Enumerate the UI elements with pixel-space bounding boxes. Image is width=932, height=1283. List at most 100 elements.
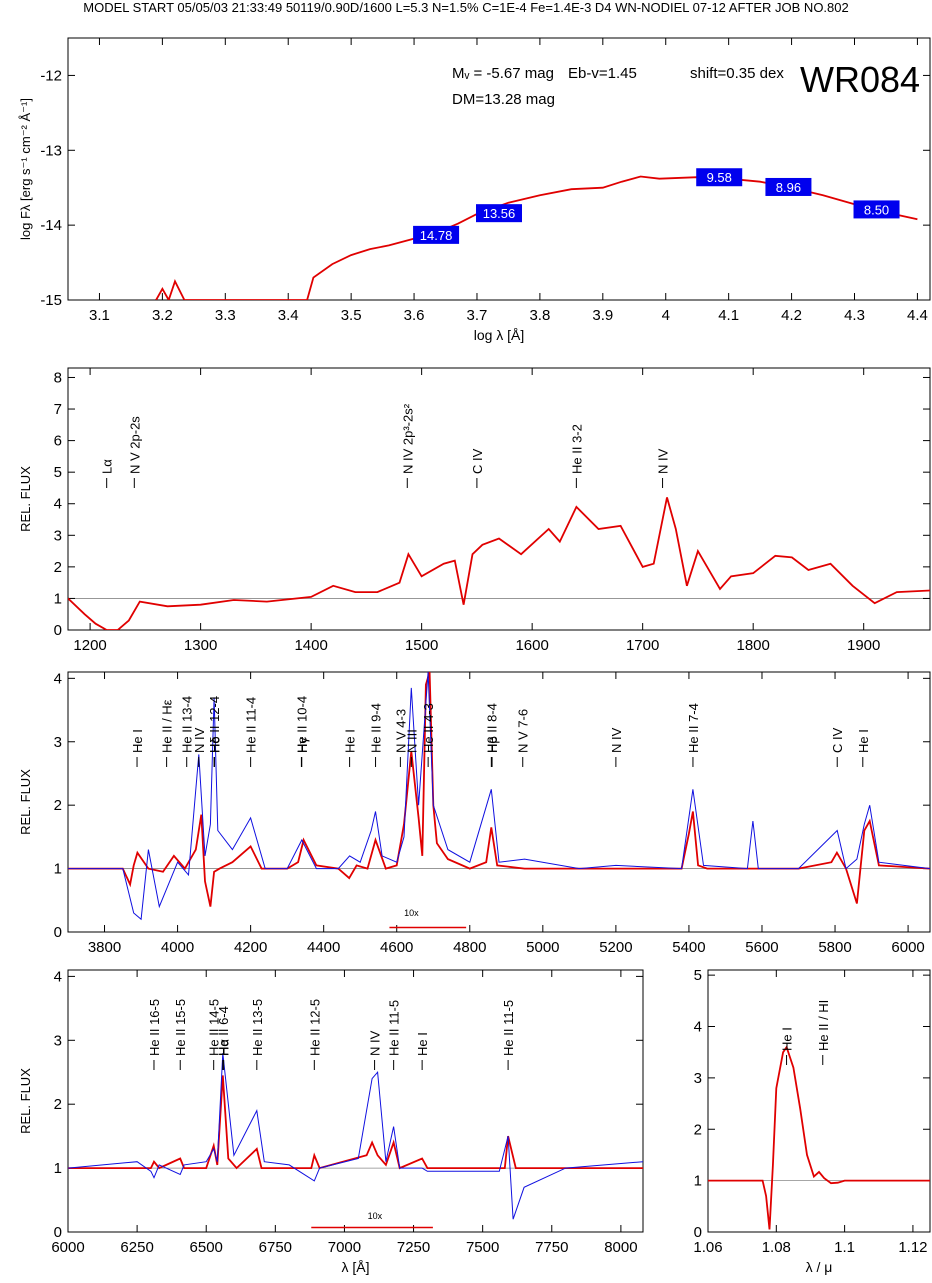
y-tick-label: 4 <box>54 496 62 513</box>
photometry-label: 14.78 <box>420 228 453 243</box>
line-id: He II 13-5 <box>250 999 265 1070</box>
line-id-label: He II 16-5 <box>147 999 162 1056</box>
x-tick-label: 7250 <box>397 1239 430 1256</box>
line-id: Hγ <box>295 737 310 767</box>
line-id: He II 6-4 <box>216 1006 231 1070</box>
line-id-label: N III <box>404 729 419 753</box>
series-group <box>708 1045 930 1230</box>
x-tick-label: 5400 <box>672 939 705 956</box>
x-tick-label: 4800 <box>453 939 486 956</box>
y-tick-label: 4 <box>694 1019 702 1036</box>
photometry-marker: 13.56 <box>476 204 522 223</box>
observed-spectrum <box>68 1053 643 1220</box>
y-tick-label: 4 <box>54 670 62 687</box>
y-tick-label: 5 <box>694 967 702 984</box>
x-tick-label: 3.9 <box>592 307 613 324</box>
chart-red: 6000 6250 6500 6750 7000 7250 7500 7750 8000 0 1 2 3… <box>18 968 644 1275</box>
line-id: N IV <box>609 727 624 767</box>
line-id: He I <box>343 729 358 767</box>
plot-frame-sed <box>67 37 931 301</box>
photometry-box <box>476 204 522 223</box>
x-tick-label: 6000 <box>51 1239 84 1256</box>
model-spectrum <box>68 497 930 630</box>
y-tick-label: 3 <box>54 734 62 751</box>
line-id-label: He II 6-4 <box>216 1006 231 1056</box>
series-group <box>68 1053 643 1220</box>
line-id-label: N IV <box>609 727 624 753</box>
x-tick-label: 1.06 <box>693 1239 722 1256</box>
x-tick-label: 3.4 <box>278 307 299 324</box>
line-id-label: He II 13-5 <box>250 999 265 1056</box>
line-id: He I <box>415 1032 430 1070</box>
x-tick-label: 3.1 <box>89 307 110 324</box>
line-id-label: He II 12-5 <box>307 999 322 1056</box>
x-tick-label: 6000 <box>891 939 924 956</box>
x-tick-label: 1400 <box>294 637 327 654</box>
y-tick-label: 2 <box>54 797 62 814</box>
y-tick-label: -13 <box>40 142 62 159</box>
line-id: N IV <box>656 448 671 488</box>
y-tick-label: 2 <box>694 1121 702 1138</box>
line-id: N V 7-6 <box>516 709 531 767</box>
model-spectrum <box>68 1075 643 1170</box>
ebv-label: Eb-v=1.45 <box>568 65 637 82</box>
photometry-box <box>696 168 743 187</box>
x-axis-label: λ / μ <box>806 1259 833 1275</box>
photometry-label: 9.58 <box>707 170 732 185</box>
y-tick-label: 4 <box>54 968 62 985</box>
x-tick-label: 4000 <box>161 939 194 956</box>
y-axis-label: REL. FLUX <box>18 466 33 532</box>
star-name: WR084 <box>800 59 920 100</box>
x-tick-label: 4600 <box>380 939 413 956</box>
x-tick-label: 4.3 <box>844 307 865 324</box>
line-id: He II 14-5 <box>207 999 222 1070</box>
line-id-label: Hα <box>217 1039 232 1056</box>
photometry-marker: 8.96 <box>765 177 812 196</box>
plot-frame-ir <box>707 969 931 1233</box>
line-id-label: C IV <box>470 448 485 474</box>
chart-ir: 1.06 1.08 1.1 1.12 0 1 2 3 4 5 λ / μ He I He II / HI <box>693 967 931 1275</box>
x-tick-label: 1900 <box>847 637 880 654</box>
x-tick-label: 6250 <box>120 1239 153 1256</box>
x-tick-label: 7500 <box>466 1239 499 1256</box>
header-text: MODEL START 05/05/03 21:33:49 50119/0.90… <box>83 0 848 15</box>
line-id-label: N V 7-6 <box>516 709 531 753</box>
x-tick-label: 1.1 <box>834 1239 855 1256</box>
photometry-label: 8.96 <box>776 180 801 195</box>
x-tick-label: 1300 <box>184 637 217 654</box>
line-id: He II 10-4 <box>294 696 309 767</box>
y-tick-label: 3 <box>54 527 62 544</box>
line-id: N IV <box>192 727 207 767</box>
x-tick-label: 4200 <box>234 939 267 956</box>
photometry-box <box>413 225 460 244</box>
x-tick-label: 1500 <box>405 637 438 654</box>
y-axis-label: log Fλ [erg s⁻¹ cm⁻² Å⁻¹] <box>18 98 33 240</box>
line-id-label: He II 10-4 <box>294 696 309 753</box>
x-tick-label: 3.6 <box>404 307 425 324</box>
line-id: Hα <box>217 1039 232 1070</box>
line-id: He II / Hε <box>160 699 175 767</box>
line-id-label: He II 15-5 <box>173 999 188 1056</box>
line-id-label: He II 3-2 <box>569 424 584 474</box>
plot-frame-uv <box>67 367 931 631</box>
line-id-label: He I <box>343 729 358 753</box>
x-tick-label: 4.4 <box>907 307 928 324</box>
line-id: He II / HI <box>816 1000 831 1065</box>
line-id: He II 3-2 <box>569 424 584 488</box>
y-tick-label: 2 <box>54 1096 62 1113</box>
line-id: N V 4-3 <box>393 709 408 767</box>
x-tick-label: 5800 <box>818 939 851 956</box>
y-tick-label: 2 <box>54 559 62 576</box>
chart-uv: 1200 1300 1400 1500 1600 1700 1800 1900 0 1 2 3 4 5 6 7… <box>18 367 931 654</box>
line-id: Hδ <box>207 736 222 767</box>
y-tick-label: 3 <box>694 1070 702 1087</box>
chart-sed: 3.1 3.2 3.3 3.4 3.5 3.6 3.7 3.8 3.9 4 4.1 4.2 4.3 4.4… <box>18 37 931 343</box>
y-tick-label: 6 <box>54 433 62 450</box>
photometry-label: 13.56 <box>483 206 516 221</box>
line-id: He II 11-5 <box>501 1000 516 1070</box>
plot-frame-optical <box>67 671 931 933</box>
y-tick-label: 1 <box>54 1160 62 1177</box>
x-tick-label: 5000 <box>526 939 559 956</box>
line-id-label: He II 14-5 <box>207 999 222 1056</box>
x-tick-label: 1.12 <box>898 1239 927 1256</box>
